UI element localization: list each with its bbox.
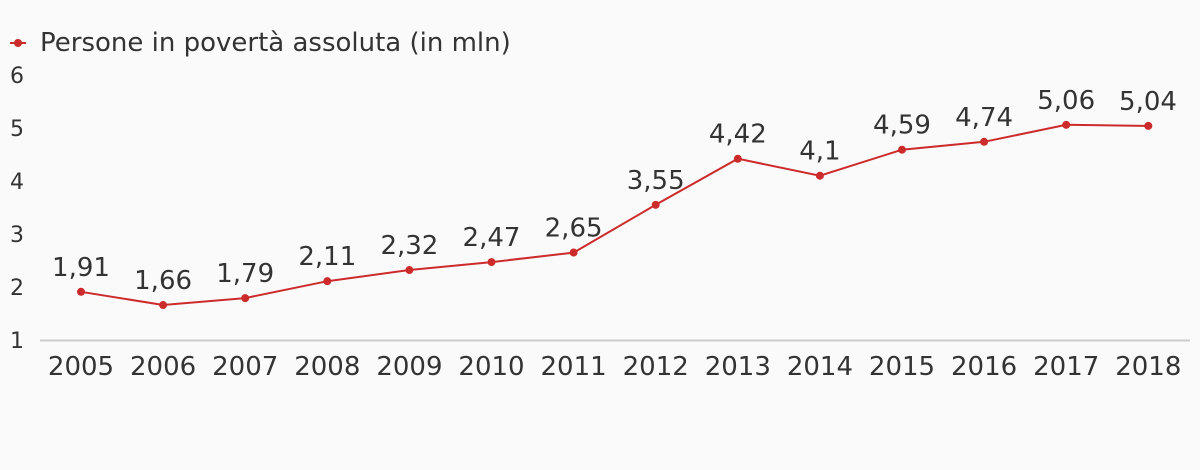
data-label: 4,1 — [799, 137, 840, 167]
x-tick-label: 2018 — [1115, 352, 1181, 382]
legend-label: Persone in povertà assoluta (in mln) — [40, 28, 511, 58]
x-tick-label: 2016 — [951, 352, 1017, 382]
y-tick-label: 5 — [10, 117, 24, 142]
data-label: 2,65 — [545, 214, 603, 244]
legend-dot-marker — [14, 39, 22, 47]
y-tick-label: 6 — [10, 64, 24, 89]
data-point[interactable] — [1144, 121, 1153, 130]
data-label: 2,11 — [298, 242, 356, 272]
data-point[interactable] — [487, 258, 496, 267]
data-point[interactable] — [980, 137, 989, 146]
data-point[interactable] — [323, 277, 332, 286]
data-label: 1,79 — [216, 259, 274, 289]
data-label: 4,59 — [873, 111, 931, 141]
data-point[interactable] — [1062, 120, 1071, 129]
data-point[interactable] — [651, 200, 660, 209]
series-line — [80, 123, 1149, 307]
y-tick-label: 3 — [10, 223, 24, 248]
x-tick-label: 2008 — [294, 352, 360, 382]
x-tick-label: 2011 — [541, 352, 607, 382]
data-point[interactable] — [815, 171, 824, 180]
data-point[interactable] — [569, 248, 578, 257]
x-tick-label: 2015 — [869, 352, 935, 382]
x-tick-label: 2014 — [787, 352, 853, 382]
x-tick-label: 2007 — [212, 352, 278, 382]
data-label: 1,66 — [134, 266, 192, 296]
data-label: 5,06 — [1037, 86, 1095, 116]
data-point[interactable] — [77, 287, 85, 296]
data-point[interactable] — [405, 266, 414, 275]
data-point[interactable] — [241, 294, 250, 303]
data-label: 5,04 — [1119, 87, 1177, 117]
data-label: 2,32 — [380, 231, 438, 261]
data-label: 4,42 — [709, 120, 767, 150]
data-label: 3,55 — [627, 166, 685, 196]
x-tick-label: 2012 — [623, 352, 689, 382]
y-tick-label: 1 — [10, 329, 24, 354]
data-point[interactable] — [733, 154, 742, 163]
data-point[interactable] — [898, 145, 906, 154]
legend[interactable]: Persone in povertà assoluta (in mln) — [10, 28, 511, 58]
x-axis: 2005 2006 2007 2008 2009 2010 2011 2012 2013 2014… — [40, 339, 1190, 382]
data-label: 4,74 — [955, 103, 1013, 133]
data-label: 2,47 — [463, 223, 521, 253]
x-tick-label: 2017 — [1033, 352, 1099, 382]
y-tick-label: 2 — [10, 276, 24, 301]
data-label: 1,91 — [52, 253, 110, 283]
x-tick-label: 2006 — [130, 352, 196, 382]
data-point[interactable] — [159, 301, 168, 310]
y-tick-label: 4 — [10, 170, 24, 195]
x-tick-label: 2013 — [705, 352, 771, 382]
y-axis: 1 2 3 4 5 6 — [10, 64, 24, 354]
x-tick-label: 2005 — [48, 352, 114, 382]
plot-area: 1,91 1,66 1,79 2,11 2,32 2,47 2,65 3,55 4,42 4,1 4… — [52, 86, 1177, 310]
x-tick-label: 2009 — [376, 352, 442, 382]
x-tick-label: 2010 — [458, 352, 524, 382]
